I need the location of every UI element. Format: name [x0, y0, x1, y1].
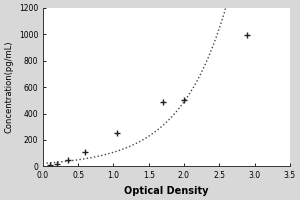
X-axis label: Optical Density: Optical Density — [124, 186, 208, 196]
Y-axis label: Concentration(pg/mL): Concentration(pg/mL) — [4, 41, 13, 133]
